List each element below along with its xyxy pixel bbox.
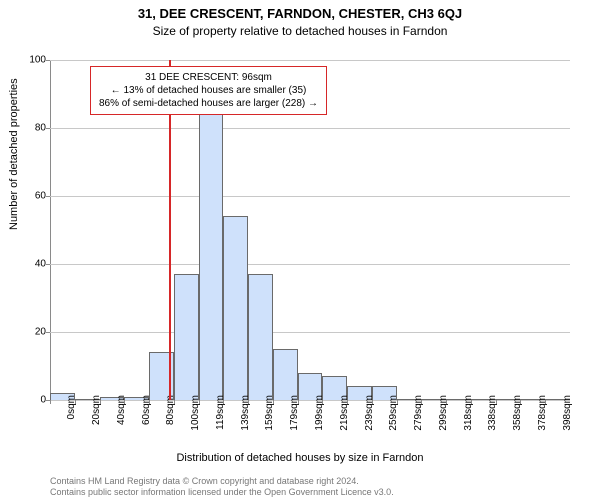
plot-area: 0204060801000sqm20sqm40sqm60sqm80sqm100s… <box>50 60 570 400</box>
xtick-mark <box>199 400 200 404</box>
xtick-mark <box>347 400 348 404</box>
xtick-mark <box>75 400 76 404</box>
xtick-mark <box>446 400 447 404</box>
chart-title-main: 31, DEE CRESCENT, FARNDON, CHESTER, CH3 … <box>0 6 600 21</box>
xtick-mark <box>545 400 546 404</box>
y-axis-label: Number of detached properties <box>8 78 20 230</box>
xtick-mark <box>322 400 323 404</box>
xtick-mark <box>397 400 398 404</box>
grid-line <box>50 196 570 197</box>
ytick-mark <box>46 332 50 333</box>
ytick-mark <box>46 128 50 129</box>
ytick-label: 100 <box>20 55 46 66</box>
xtick-mark <box>496 400 497 404</box>
xtick-mark <box>124 400 125 404</box>
ytick-mark <box>46 264 50 265</box>
xtick-mark <box>248 400 249 404</box>
grid-line <box>50 60 570 61</box>
xtick-mark <box>273 400 274 404</box>
bar <box>273 349 298 400</box>
xtick-mark <box>223 400 224 404</box>
annotation-line-2: ← 13% of detached houses are smaller (35… <box>99 84 318 97</box>
annotation-box: 31 DEE CRESCENT: 96sqm ← 13% of detached… <box>90 66 327 115</box>
footer-text: Contains HM Land Registry data © Crown c… <box>50 476 394 498</box>
annotation-line-1: 31 DEE CRESCENT: 96sqm <box>99 71 318 84</box>
ytick-label: 40 <box>20 259 46 270</box>
bar <box>223 216 248 400</box>
y-axis-line <box>50 60 51 400</box>
xtick-mark <box>471 400 472 404</box>
xtick-mark <box>174 400 175 404</box>
footer-line-1: Contains HM Land Registry data © Crown c… <box>50 476 394 487</box>
xtick-mark <box>372 400 373 404</box>
xtick-mark <box>520 400 521 404</box>
ytick-label: 80 <box>20 123 46 134</box>
ytick-label: 0 <box>20 395 46 406</box>
grid-line <box>50 264 570 265</box>
grid-line <box>50 128 570 129</box>
xtick-mark <box>50 400 51 404</box>
xtick-mark <box>100 400 101 404</box>
bar <box>174 274 199 400</box>
xtick-mark <box>298 400 299 404</box>
ytick-label: 20 <box>20 327 46 338</box>
ytick-mark <box>46 60 50 61</box>
bar <box>199 114 224 400</box>
grid-line <box>50 332 570 333</box>
xtick-mark <box>149 400 150 404</box>
xtick-label: 398sqm <box>562 395 573 431</box>
ytick-mark <box>46 196 50 197</box>
chart-container: 31, DEE CRESCENT, FARNDON, CHESTER, CH3 … <box>0 0 600 500</box>
chart-title-sub: Size of property relative to detached ho… <box>0 24 600 38</box>
ytick-label: 60 <box>20 191 46 202</box>
x-axis-label: Distribution of detached houses by size … <box>0 452 600 464</box>
annotation-line-3: 86% of semi-detached houses are larger (… <box>99 97 318 110</box>
xtick-mark <box>421 400 422 404</box>
footer-line-2: Contains public sector information licen… <box>50 487 394 498</box>
bar <box>248 274 273 400</box>
